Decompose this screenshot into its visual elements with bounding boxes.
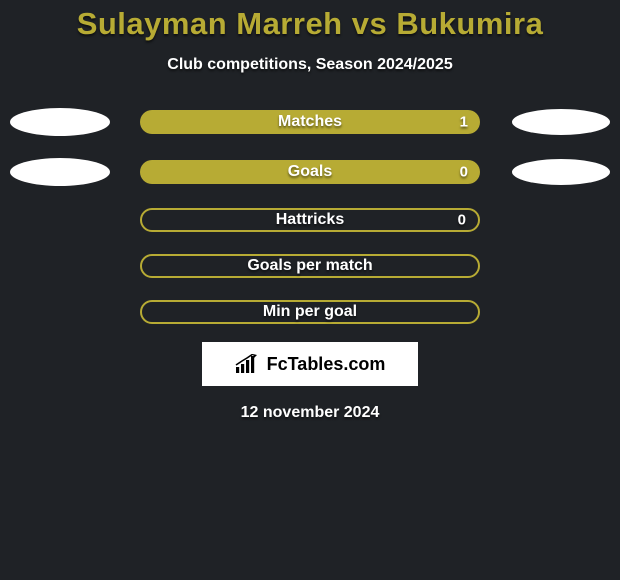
right-ellipse-slot	[480, 159, 610, 185]
left-ellipse-slot	[10, 108, 140, 136]
left-ellipse	[10, 158, 110, 186]
stat-row: Hattricks 0	[0, 208, 620, 232]
left-ellipse-slot	[10, 158, 140, 186]
stat-bar: Goals per match	[140, 254, 480, 278]
stat-row: Min per goal	[0, 300, 620, 324]
brand-chart-icon	[235, 354, 261, 374]
right-ellipse	[512, 159, 610, 185]
left-ellipse	[10, 108, 110, 136]
right-ellipse	[512, 109, 610, 135]
stat-value: 0	[460, 164, 468, 181]
stat-row: Goals 0	[0, 158, 620, 186]
stat-label: Matches	[278, 113, 342, 131]
date-line: 12 november 2024	[0, 404, 620, 422]
comparison-card: Sulayman Marreh vs Bukumira Club competi…	[0, 0, 620, 580]
stat-value: 1	[460, 114, 468, 131]
stat-row: Matches 1	[0, 108, 620, 136]
stat-label: Hattricks	[276, 211, 344, 229]
stat-label: Goals per match	[247, 257, 372, 275]
stat-label: Goals	[288, 163, 332, 181]
stat-bar: Matches 1	[140, 110, 480, 134]
stat-bar: Goals 0	[140, 160, 480, 184]
stat-bar: Min per goal	[140, 300, 480, 324]
stat-rows: Matches 1 Goals 0 Hattricks 0 Goals per match M…	[0, 108, 620, 324]
stat-value: 0	[458, 212, 466, 229]
subtitle: Club competitions, Season 2024/2025	[0, 56, 620, 74]
stat-row: Goals per match	[0, 254, 620, 278]
stat-bar: Hattricks 0	[140, 208, 480, 232]
brand-inner: FcTables.com	[235, 354, 386, 375]
page-title: Sulayman Marreh vs Bukumira	[0, 0, 620, 42]
brand-box: FcTables.com	[202, 342, 418, 386]
stat-label: Min per goal	[263, 303, 357, 321]
right-ellipse-slot	[480, 109, 610, 135]
brand-text: FcTables.com	[267, 354, 386, 375]
